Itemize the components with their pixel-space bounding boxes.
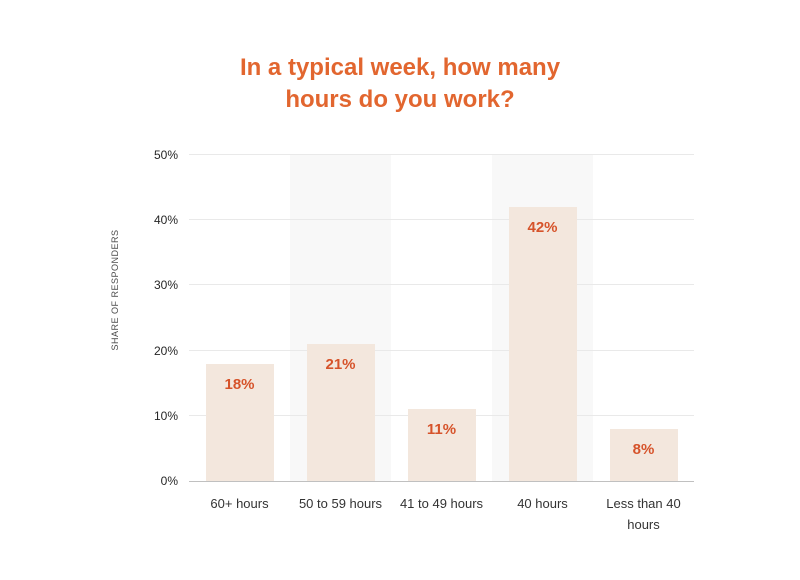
y-tick-label: 40% (153, 213, 178, 228)
bar-value-label: 11% (426, 421, 457, 439)
x-axis-label: 60+ hours (210, 496, 269, 511)
chart-title: In a typical week, how many hours do you… (0, 52, 800, 117)
y-tick-label: 20% (153, 343, 178, 358)
bar: 11% (407, 409, 476, 481)
y-tick-label: 0% (160, 474, 178, 488)
x-axis-label: 40 hours (517, 496, 568, 511)
bar-value-label: 8% (632, 440, 655, 458)
bar: 42% (508, 207, 577, 481)
y-tick-label: 50% (153, 148, 178, 162)
gridline (189, 154, 694, 155)
x-axis-label: 50 to 59 hours (298, 496, 383, 511)
bar: 21% (306, 344, 375, 481)
bar-value-label: 21% (325, 356, 356, 374)
x-axis-label: Less than 40 hours (606, 496, 681, 532)
gridline (189, 219, 694, 221)
plot-area: 18% 21% 11% 42% 8% (189, 154, 694, 482)
y-tick-label: 10% (153, 408, 178, 423)
x-axis-label: 41 to 49 hours (399, 496, 484, 511)
gridline (189, 284, 694, 286)
bar: 18% (205, 363, 274, 481)
x-axis-labels: 60+ hours 50 to 59 hours 41 to 49 hours 40 … (189, 494, 694, 554)
bar-value-label: 42% (527, 219, 558, 237)
chart-title-line-1: In a typical week, how many (239, 54, 561, 81)
y-axis-ticks: 0% 10% 20% 30% 40% 50% (0, 148, 181, 488)
y-tick-label: 30% (153, 278, 178, 293)
gridline (189, 349, 694, 351)
x-axis-line (189, 481, 694, 482)
bar: 8% (609, 428, 678, 481)
bar-value-label: 18% (224, 375, 255, 393)
chart-title-line-2: hours do you work? (285, 86, 515, 114)
